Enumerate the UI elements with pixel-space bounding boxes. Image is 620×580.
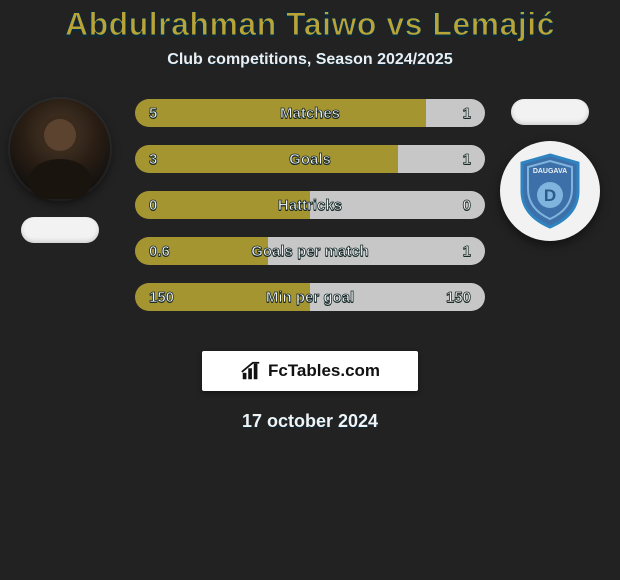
bar-chart-icon xyxy=(240,360,262,382)
stat-row: 51Matches xyxy=(135,99,485,127)
page-title: Abdulrahman Taiwo vs Lemajić xyxy=(0,6,620,43)
content-area: DAUGAVA D 51Matches 31Goals 00Hattricks 0.6… xyxy=(0,99,620,329)
branding-badge: FcTables.com xyxy=(202,351,418,391)
player-left-block xyxy=(10,99,110,243)
stat-row: 0.61Goals per match xyxy=(135,237,485,265)
player-left-flag xyxy=(21,217,99,243)
branding-text: FcTables.com xyxy=(268,361,380,381)
player-right-block: DAUGAVA D xyxy=(500,99,600,241)
player-left-avatar xyxy=(10,99,110,199)
stat-label: Goals per match xyxy=(135,237,485,265)
stat-label: Matches xyxy=(135,99,485,127)
stat-row: 150150Min per goal xyxy=(135,283,485,311)
stat-label: Min per goal xyxy=(135,283,485,311)
stat-label: Goals xyxy=(135,145,485,173)
player-right-badge: DAUGAVA D xyxy=(500,141,600,241)
svg-text:D: D xyxy=(544,186,556,205)
stat-row: 31Goals xyxy=(135,145,485,173)
player-right-flag xyxy=(511,99,589,125)
stat-label: Hattricks xyxy=(135,191,485,219)
comparison-infographic: Abdulrahman Taiwo vs Lemajić Club compet… xyxy=(0,0,620,580)
stat-bars: 51Matches 31Goals 00Hattricks 0.61Goals per… xyxy=(135,99,485,329)
shield-icon: DAUGAVA D xyxy=(518,153,582,229)
person-icon xyxy=(10,99,110,199)
stat-row: 00Hattricks xyxy=(135,191,485,219)
badge-text: DAUGAVA xyxy=(533,168,567,175)
infographic-date: 17 october 2024 xyxy=(0,411,620,432)
page-subtitle: Club competitions, Season 2024/2025 xyxy=(0,51,620,69)
